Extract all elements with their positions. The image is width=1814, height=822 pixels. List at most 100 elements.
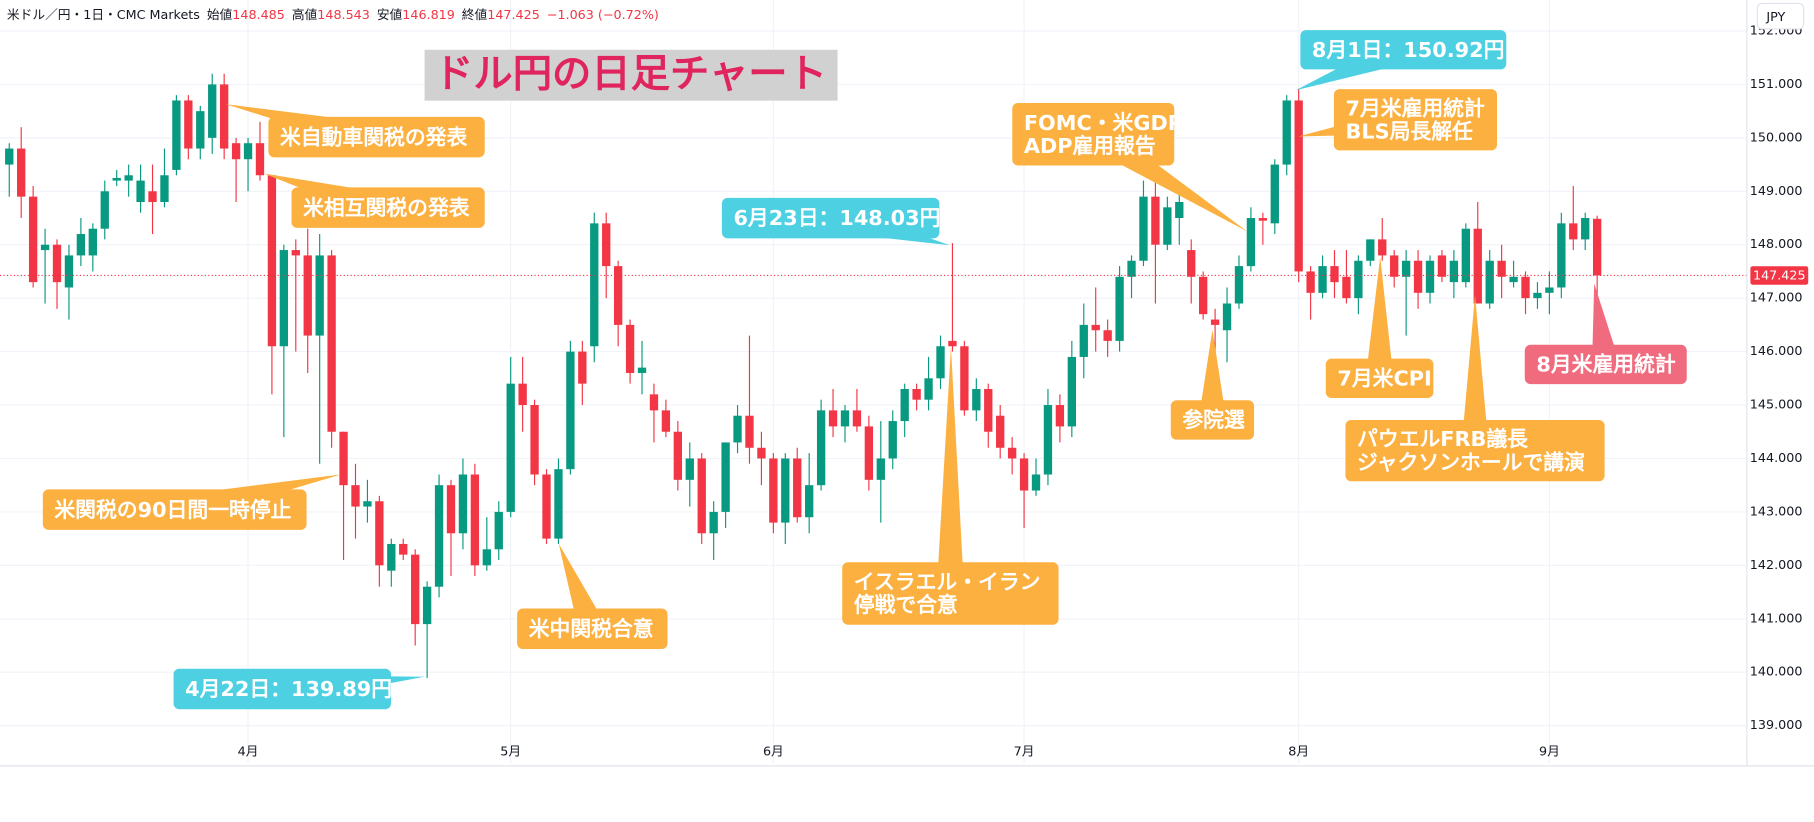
- candle-body: [422, 586, 432, 625]
- candle-body: [351, 485, 360, 507]
- candle-body: [1401, 260, 1411, 277]
- candle-body: [912, 389, 921, 400]
- candle-body: [1485, 260, 1494, 304]
- candle-body: [530, 405, 539, 475]
- x-tick-label: 7月: [1014, 744, 1035, 759]
- last-price-label: 147.425: [1753, 268, 1806, 283]
- annotation-box: [173, 668, 392, 710]
- y-tick-label: 146.000: [1750, 343, 1803, 358]
- candle-body: [876, 458, 885, 480]
- candle-body: [625, 324, 635, 373]
- annotation-box: [291, 187, 485, 228]
- candle-body: [1557, 223, 1566, 288]
- annotation-text: イスラエル・イラン: [854, 570, 1041, 594]
- annotation-text: 参院選: [1182, 408, 1245, 432]
- candle-body: [1354, 260, 1363, 299]
- annotation-text: BLS局長解任: [1345, 119, 1473, 143]
- candle-body: [1461, 228, 1470, 283]
- candle-body: [136, 180, 145, 202]
- candle-body: [219, 84, 229, 149]
- x-tick-label: 8月: [1288, 744, 1309, 759]
- x-tick-label: 9月: [1539, 744, 1560, 759]
- header-part: 安値: [377, 7, 403, 22]
- candle-body: [1187, 250, 1196, 277]
- candle-body: [972, 389, 981, 411]
- candle-body: [458, 474, 468, 534]
- annotation-text: 米相互関税の発表: [303, 196, 470, 220]
- annotation-box: [1012, 102, 1175, 166]
- candle-body: [1175, 201, 1184, 219]
- candle-body: [5, 148, 14, 165]
- candle-body: [996, 415, 1005, 448]
- candle-body: [1234, 266, 1244, 304]
- candle-body: [375, 501, 384, 566]
- candle-body: [805, 485, 814, 518]
- header-part: 米ドル／円・1日・CMC Markets: [7, 7, 200, 22]
- candle-body: [816, 410, 826, 486]
- candle-body: [590, 223, 599, 347]
- candle-body: [470, 474, 480, 566]
- header: 米ドル／円・1日・CMC Markets 始値148.485 高値148.543 安値…: [7, 7, 659, 22]
- candle-body: [1366, 239, 1375, 261]
- chart-title: ドル円の日足チャート: [434, 51, 827, 97]
- candle-body: [339, 431, 348, 486]
- header-part: 始値: [207, 7, 233, 22]
- candle-body: [578, 351, 587, 384]
- candle-body: [1031, 474, 1041, 491]
- candle-body: [721, 442, 730, 512]
- candle-body: [757, 447, 766, 459]
- candles: [0, 73, 1747, 679]
- x-tick-label: 6月: [763, 744, 784, 759]
- candle-body: [1569, 223, 1578, 240]
- candle-body: [1390, 255, 1399, 277]
- candle-body: [1091, 324, 1100, 331]
- candle-body: [17, 148, 26, 197]
- annotation-box: [1345, 419, 1605, 482]
- candle-body: [112, 177, 121, 181]
- annotation-box: [268, 116, 485, 158]
- candle-body: [888, 421, 897, 459]
- candle-body: [697, 458, 706, 534]
- candle-body: [1521, 276, 1530, 299]
- candle-body: [1437, 255, 1447, 277]
- candle-body: [840, 410, 850, 427]
- y-tick-label: 140.000: [1750, 664, 1803, 679]
- annotation-text: 8月1日：150.92円: [1312, 38, 1505, 62]
- candle-body: [184, 100, 193, 149]
- candle-body: [1019, 458, 1029, 491]
- candle-body: [1342, 276, 1351, 299]
- candle-body: [1079, 324, 1088, 357]
- candle-body: [602, 223, 611, 267]
- candle-body: [1282, 100, 1291, 165]
- candle-body: [781, 458, 790, 523]
- candle-body: [542, 474, 551, 539]
- candle-body: [1151, 196, 1160, 245]
- annotation-text: 停戦で合意: [854, 593, 958, 617]
- candle-body: [900, 389, 909, 422]
- candle-body: [363, 501, 372, 507]
- candle-body: [1246, 218, 1256, 267]
- candle-body: [1007, 447, 1017, 459]
- annotation-box: [517, 608, 668, 650]
- annotation-text: FOMC・米GDP: [1024, 111, 1183, 135]
- candle-body: [733, 415, 742, 443]
- candle-body: [40, 244, 50, 251]
- candle-body: [1103, 330, 1112, 341]
- annotation-text: パウエルFRB議長: [1357, 427, 1528, 451]
- candle-body: [673, 431, 683, 480]
- grid: [0, 0, 1747, 764]
- axes: 139.000 140.000 141.000 142.000 143.000 144.0…: [0, 0, 1814, 767]
- candle-body: [709, 511, 718, 534]
- candle-body: [64, 255, 74, 288]
- candle-body: [948, 340, 957, 347]
- candle-body: [960, 346, 969, 411]
- candle-body: [936, 346, 945, 379]
- candle-body: [649, 394, 659, 411]
- candle-body: [1055, 405, 1065, 427]
- candle-body: [1497, 260, 1506, 277]
- annotation-box: [721, 197, 940, 239]
- candle-body: [1449, 260, 1459, 283]
- y-tick-label: 148.000: [1750, 236, 1803, 251]
- annotation-pointer: [1365, 256, 1394, 379]
- header-part: 148.543: [317, 7, 370, 22]
